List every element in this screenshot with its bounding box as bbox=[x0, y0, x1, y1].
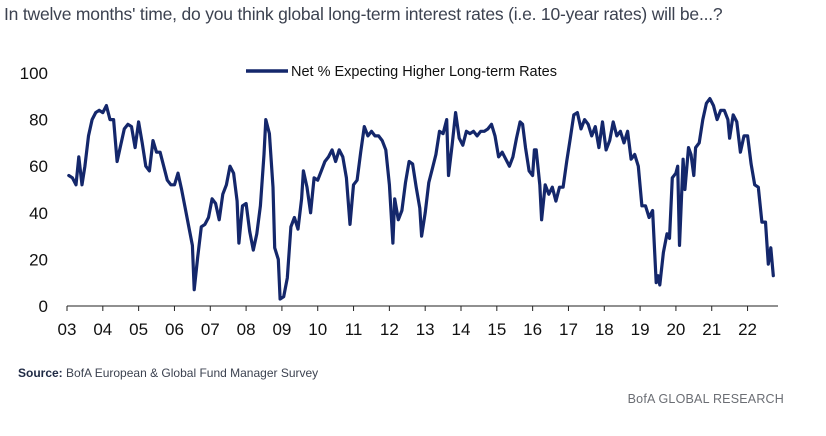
source-text: BofA European & Global Fund Manager Surv… bbox=[62, 366, 319, 380]
series-layer bbox=[67, 96, 775, 301]
y-tick-label: 100 bbox=[20, 64, 48, 83]
source-note: Source: BofA European & Global Fund Mana… bbox=[18, 366, 318, 380]
x-tick-label: 21 bbox=[702, 320, 721, 339]
y-tick-label: 0 bbox=[39, 297, 48, 316]
legend: Net % Expecting Higher Long-term Rates bbox=[246, 64, 557, 80]
x-tick-label: 11 bbox=[345, 320, 363, 339]
x-tick-label: 06 bbox=[165, 320, 184, 339]
chart-title: In twelve months' time, do you think glo… bbox=[4, 4, 723, 24]
x-tick-label: 07 bbox=[201, 320, 220, 339]
x-tick-label: 09 bbox=[272, 320, 291, 339]
x-tick-label: 05 bbox=[129, 320, 148, 339]
source-label: Source: bbox=[18, 366, 63, 380]
x-tick-label: 12 bbox=[380, 320, 399, 339]
y-tick-label: 20 bbox=[29, 250, 48, 269]
y-axis: 0 20 40 60 80 100 bbox=[20, 64, 48, 316]
y-tick-label: 60 bbox=[29, 157, 48, 176]
x-tick-label: 13 bbox=[416, 320, 435, 339]
x-tick-label: 18 bbox=[595, 320, 614, 339]
x-tick-label: 10 bbox=[308, 320, 327, 339]
x-axis: 03 04 05 06 07 08 09 10 11 12 13 14 15 16 17 18 19 20 21 22 bbox=[58, 305, 778, 339]
x-tick-label: 03 bbox=[58, 320, 77, 339]
y-tick-label: 40 bbox=[29, 204, 48, 223]
x-tick-label: 14 bbox=[452, 320, 471, 339]
x-tick-label: 20 bbox=[666, 320, 685, 339]
legend-label: Net % Expecting Higher Long-term Rates bbox=[291, 64, 557, 80]
x-tick-label: 17 bbox=[559, 320, 578, 339]
x-tick-label: 15 bbox=[487, 320, 506, 339]
x-tick-label: 08 bbox=[237, 320, 256, 339]
brand-footer: BofA GLOBAL RESEARCH bbox=[627, 392, 784, 406]
x-tick-label: 22 bbox=[738, 320, 757, 339]
series-line bbox=[67, 96, 775, 301]
x-tick-label: 19 bbox=[631, 320, 650, 339]
y-tick-label: 80 bbox=[29, 111, 48, 130]
x-tick-label: 04 bbox=[93, 320, 112, 339]
x-tick-label: 16 bbox=[523, 320, 542, 339]
